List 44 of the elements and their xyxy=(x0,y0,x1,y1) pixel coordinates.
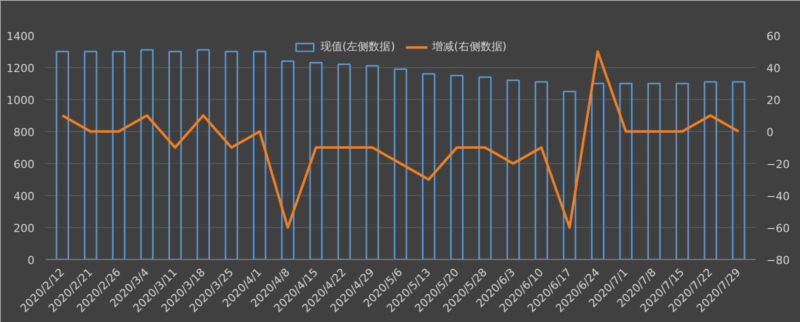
bar xyxy=(281,60,294,260)
bar xyxy=(168,50,182,260)
y-tick-label: 1200 xyxy=(6,62,35,75)
bar xyxy=(366,65,379,260)
y-tick-label: 800 xyxy=(14,126,35,139)
bar xyxy=(337,64,351,260)
bar xyxy=(422,73,436,260)
bar xyxy=(619,82,633,260)
bar xyxy=(704,81,718,260)
y2-tick-label: −80 xyxy=(766,254,790,267)
y2-tick-label: −40 xyxy=(766,190,790,203)
bar xyxy=(591,82,604,260)
y-tick-label: 0 xyxy=(28,254,34,267)
y2-tick-label: −20 xyxy=(766,158,790,171)
y2-tick-label: 60 xyxy=(766,30,780,43)
bar xyxy=(309,62,323,260)
y-tick-label: 1000 xyxy=(6,94,35,107)
bar xyxy=(450,74,464,260)
y-tick-label: 400 xyxy=(14,190,35,203)
bar xyxy=(506,80,520,260)
line-series xyxy=(61,50,740,229)
legend-label: 现值(左侧数据) xyxy=(320,39,395,54)
bar xyxy=(478,76,492,260)
bar xyxy=(252,50,266,260)
bar xyxy=(56,50,70,260)
y2-tick-label: 40 xyxy=(766,62,780,75)
y-tick-label: 1400 xyxy=(6,30,35,43)
bar xyxy=(676,82,689,260)
legend-label: 增减(右侧数据) xyxy=(432,39,507,54)
y2-tick-label: −60 xyxy=(766,222,790,235)
bar xyxy=(647,82,661,260)
y-tick-label: 600 xyxy=(14,158,35,171)
bar xyxy=(224,50,238,260)
bar xyxy=(394,68,408,260)
y2-tick-label: 0 xyxy=(766,126,774,139)
y-tick-label: 200 xyxy=(14,222,35,235)
bar xyxy=(534,81,548,260)
y2-tick-label: 20 xyxy=(766,94,780,107)
bar xyxy=(196,49,210,260)
bar xyxy=(732,81,746,260)
bar xyxy=(112,50,126,260)
bar xyxy=(140,49,154,260)
bar xyxy=(562,90,576,260)
bar xyxy=(84,50,98,260)
